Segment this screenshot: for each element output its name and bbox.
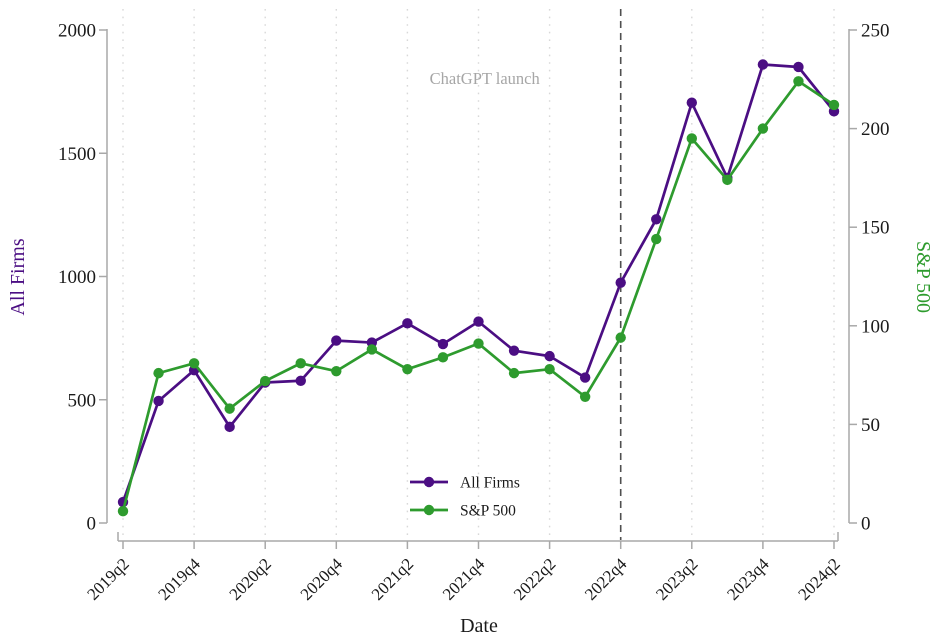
x-tick-label: 2019q2 — [83, 554, 132, 603]
s-p-500-point — [686, 133, 697, 144]
left-tick-label: 1500 — [58, 144, 96, 165]
s-p-500-point — [402, 363, 413, 375]
s-p-500-point — [153, 367, 164, 379]
all-firms-point — [579, 372, 591, 383]
right-axis-title: S&P 500 — [912, 241, 934, 313]
s-p-500-point — [117, 505, 129, 517]
right-tick-label: 200 — [861, 119, 890, 140]
legend: All Firms S&P 500 — [410, 475, 520, 520]
legend-marker — [423, 476, 435, 488]
s-p-500-point — [260, 375, 271, 387]
s-p-500-point — [437, 352, 449, 363]
left-tick-label: 1000 — [58, 267, 96, 288]
right-tick-label: 250 — [861, 21, 890, 42]
x-tick-label: 2021q4 — [439, 554, 489, 604]
all-firms-point — [615, 277, 626, 288]
right-tick-label: 100 — [861, 316, 890, 337]
s-p-500-point — [544, 363, 555, 375]
all-firms-point — [508, 345, 520, 356]
s-p-500-point — [473, 338, 484, 349]
all-firms-point — [793, 61, 804, 73]
x-tick-label: 2021q2 — [368, 554, 417, 603]
x-tick-label: 2019q4 — [154, 554, 204, 604]
s-p-500-point — [366, 344, 378, 355]
x-tick-label: 2024q2 — [794, 554, 843, 603]
all-firms-point — [651, 214, 662, 225]
s-p-500-point — [828, 99, 840, 111]
s-p-500-point — [331, 365, 342, 377]
all-firms-point — [686, 97, 697, 108]
left-axis-title: All Firms — [7, 238, 29, 315]
s-p-500-point — [295, 358, 306, 369]
all-firms-point — [757, 59, 769, 70]
all-firms-point — [402, 318, 413, 329]
left-tick-label: 2000 — [58, 21, 96, 42]
s-p-500-line — [121, 79, 835, 512]
right-tick-label: 150 — [861, 218, 890, 239]
s-p-500-point — [188, 358, 200, 369]
s-p-500-point — [224, 403, 235, 414]
left-tick-label: 500 — [68, 390, 97, 411]
right-tick-label: 50 — [861, 415, 880, 436]
s-p-500-point — [579, 391, 591, 402]
all-firms-point — [544, 350, 555, 362]
s-p-500-point — [793, 76, 804, 87]
legend-label: All Firms — [460, 475, 520, 492]
s-p-500-point — [508, 367, 520, 379]
s-p-500-point — [651, 233, 662, 245]
x-tick-label: 2020q4 — [297, 554, 347, 604]
s-p-500-point — [722, 174, 733, 186]
s-p-500-point — [615, 332, 626, 343]
s-p-500-point — [757, 123, 769, 134]
right-tick-label: 0 — [861, 514, 871, 535]
legend-marker — [423, 504, 435, 516]
all-firms-point — [473, 316, 484, 327]
x-tick-label: 2023q4 — [723, 554, 773, 604]
chatgpt-launch-label: ChatGPT launch — [430, 69, 541, 88]
left-tick-label: 0 — [87, 514, 97, 535]
x-tick-label: 2023q2 — [652, 554, 701, 603]
x-tick-label: 2022q4 — [581, 554, 631, 604]
x-tick-label: 2020q2 — [226, 554, 275, 603]
x-axis-title: Date — [460, 615, 498, 637]
x-tick-label: 2022q2 — [510, 554, 559, 603]
all-firms-point — [331, 335, 342, 346]
all-firms-point — [224, 421, 235, 433]
all-firms-point — [437, 338, 449, 350]
legend-label: S&P 500 — [460, 503, 516, 520]
all-firms-point — [153, 395, 164, 407]
all-firms-point — [295, 375, 306, 386]
